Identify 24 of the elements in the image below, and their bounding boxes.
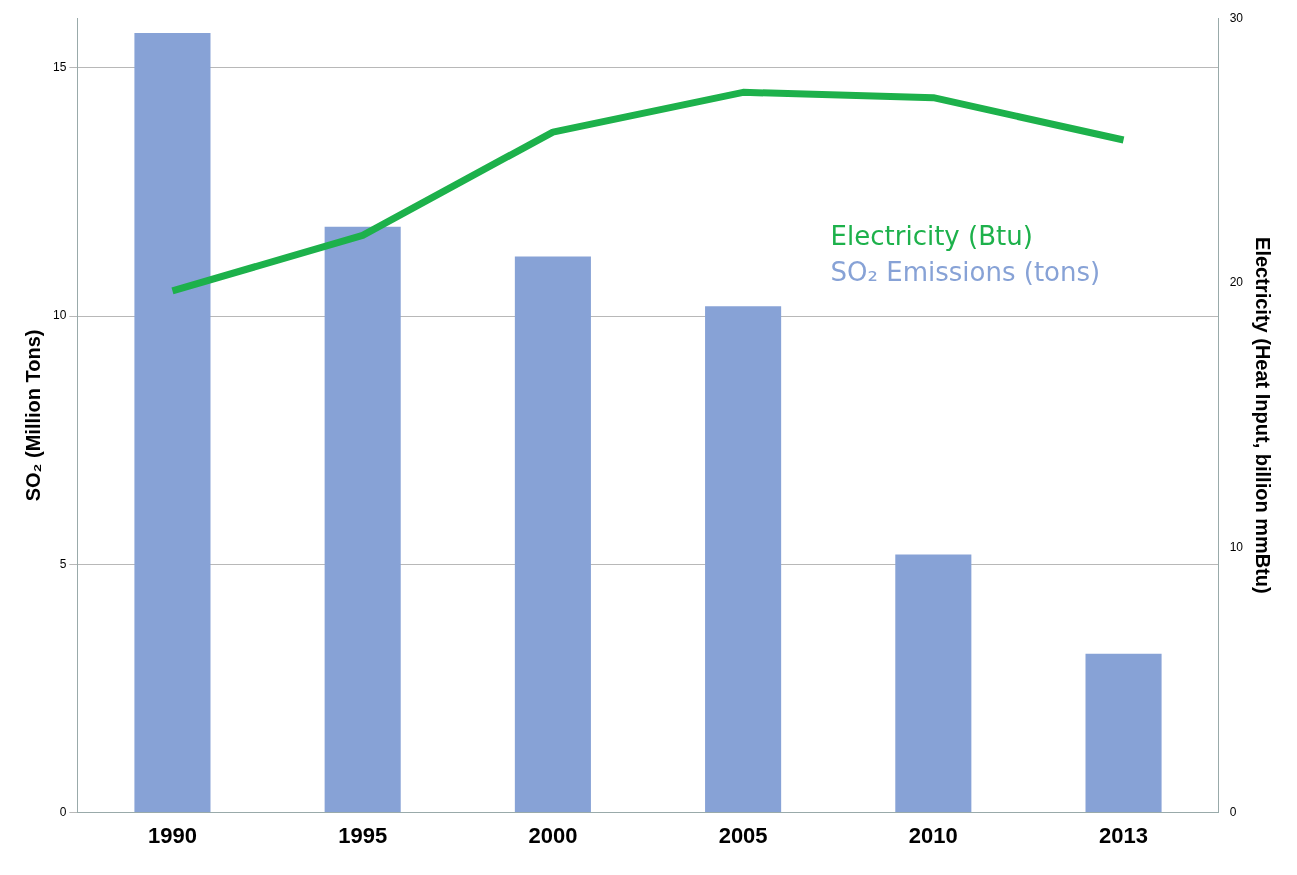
x-tick-label: 2010 (908, 822, 958, 848)
y2-tick-label: 20 (1229, 275, 1244, 290)
y-tick-label: 15 (52, 60, 67, 75)
x-tick-label: 2005 (718, 822, 768, 848)
y-tick-label: 10 (52, 308, 67, 323)
x-tick-label: 1995 (338, 822, 388, 848)
y2-tick-label: 0 (1229, 804, 1237, 819)
x-tick-label: 2000 (528, 822, 578, 848)
bar (134, 33, 211, 813)
bar (705, 306, 782, 813)
y-axis-title: SO₂ (Million Tons) (21, 329, 44, 502)
bar (1085, 653, 1162, 813)
text: Electricity (Btu) (830, 220, 1033, 251)
text: SO₂ Emissions (tons) (830, 256, 1101, 287)
y2-axis-title: Electricity (Heat Input, billion mmBtu) (1252, 237, 1275, 594)
bar (514, 256, 591, 813)
x-tick-label: 1990 (147, 822, 197, 848)
bar (324, 226, 401, 813)
x-tick-label: 2013 (1099, 822, 1149, 848)
y-tick-label: 5 (59, 556, 67, 571)
y2-tick-label: 30 (1229, 10, 1244, 25)
bar (895, 554, 972, 813)
y2-tick-label: 10 (1229, 540, 1244, 555)
y-tick-label: 0 (59, 804, 67, 819)
